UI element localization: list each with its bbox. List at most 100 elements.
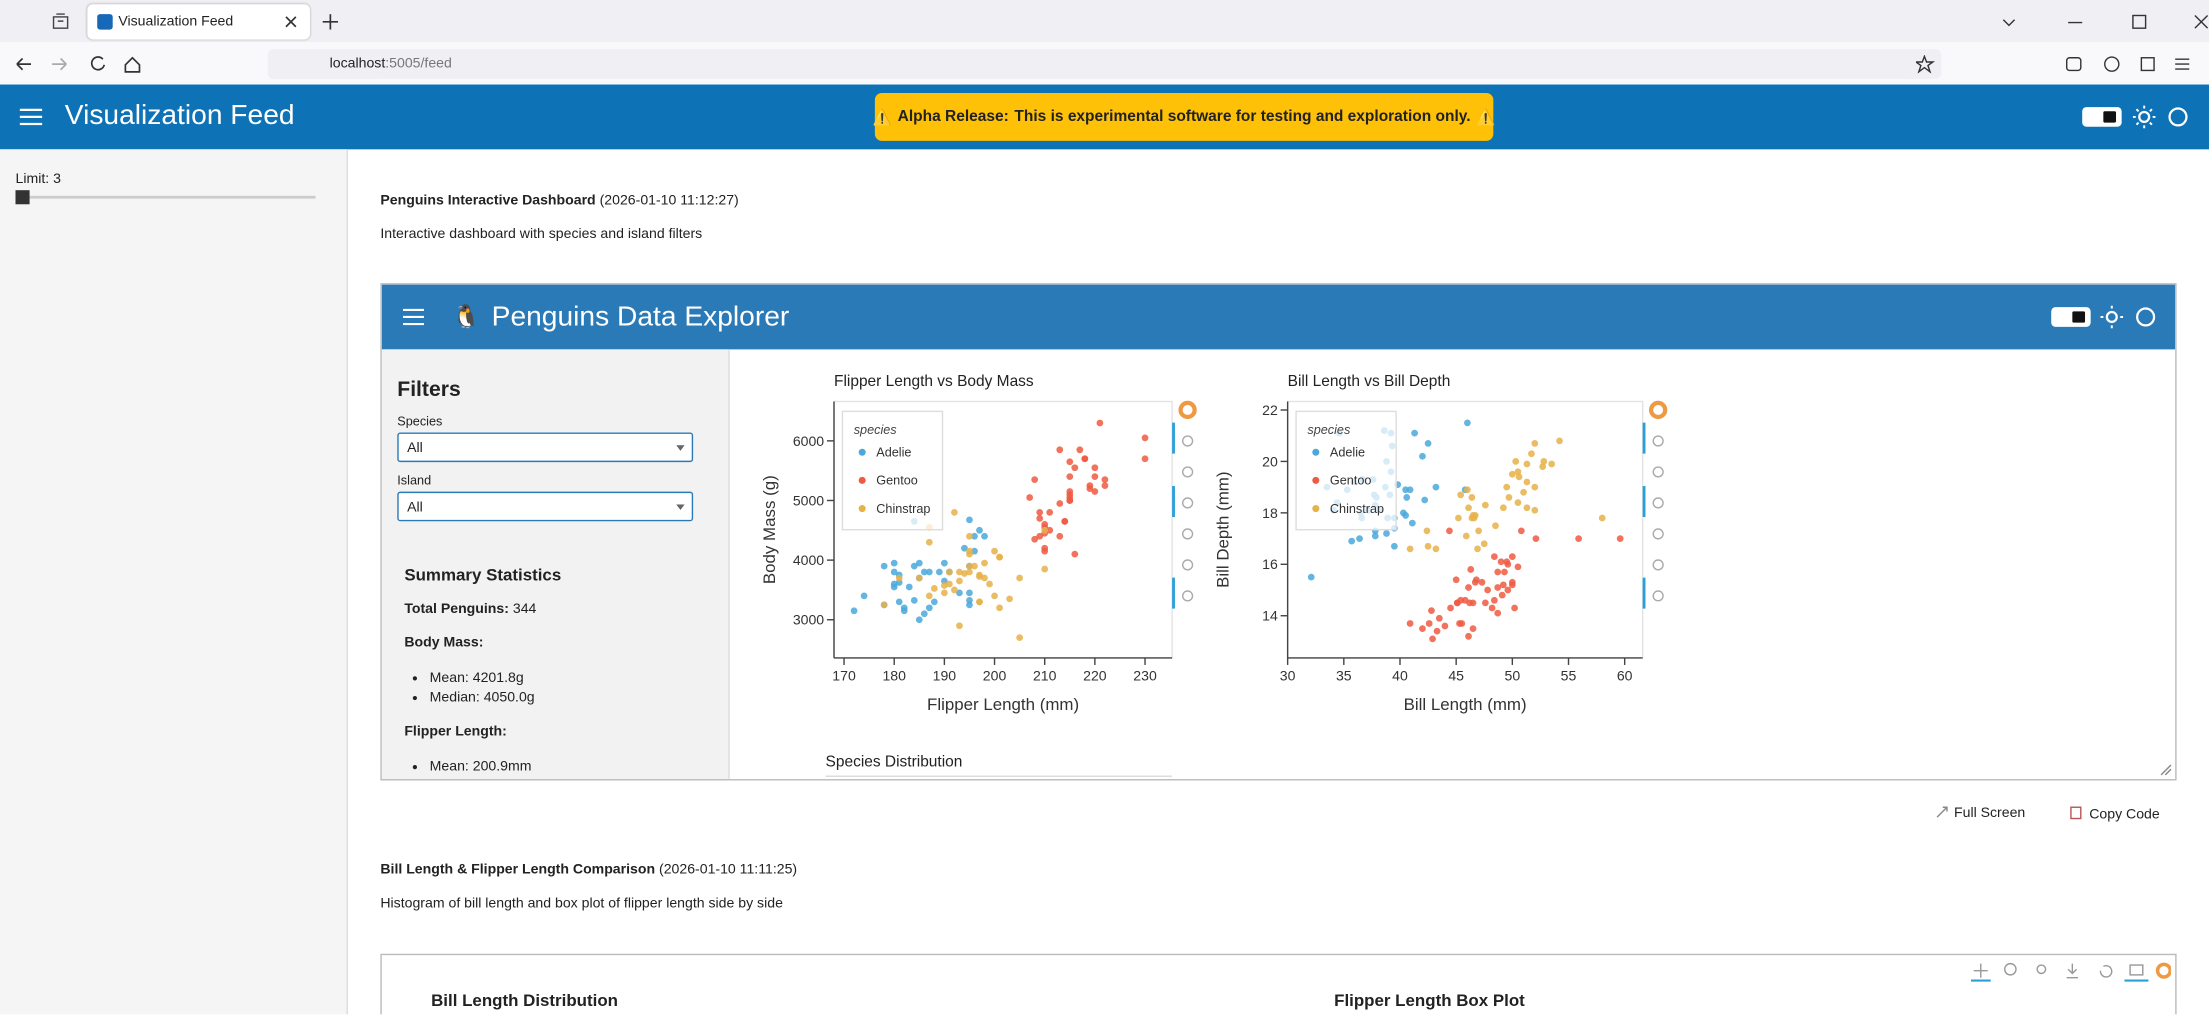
point (1512, 458, 1520, 465)
theme-controls[interactable] (2079, 104, 2192, 129)
point (1616, 535, 1624, 542)
point (1411, 429, 1418, 437)
point (1464, 419, 1471, 427)
point (976, 526, 983, 534)
alpha-banner: ⚠️ Alpha Release: This is experimental s… (872, 92, 1495, 141)
point (1490, 596, 1498, 604)
point (1453, 599, 1461, 607)
point (1433, 627, 1441, 635)
point (1532, 535, 1540, 542)
legend-label: Adelie (876, 445, 911, 459)
point (946, 568, 953, 576)
point (1046, 509, 1054, 516)
point (1480, 540, 1488, 548)
point (1575, 535, 1583, 542)
point (1468, 494, 1476, 501)
point (981, 574, 988, 582)
point (1503, 483, 1511, 491)
point (895, 574, 903, 582)
point (956, 622, 963, 630)
point (1478, 578, 1486, 586)
point (1494, 609, 1502, 617)
toolbar-icons[interactable] (1915, 54, 2198, 74)
theme-controls[interactable] (2048, 304, 2161, 329)
banner-icon: ⚠️ (872, 109, 893, 127)
browser-tab[interactable]: Visualization Feed (87, 4, 310, 40)
url-bar[interactable]: localhost:5005/feed (267, 49, 1942, 79)
dashboard-icon: 🐧 (452, 305, 481, 330)
tool-icon (1181, 590, 1194, 602)
resize-handle[interactable] (2160, 764, 2173, 777)
nav-buttons[interactable] (14, 55, 155, 73)
stat-item: Median: 4050.0g (430, 689, 535, 709)
point (1041, 565, 1049, 573)
point (1432, 483, 1440, 491)
point (1406, 620, 1414, 627)
point (1081, 455, 1089, 463)
point (890, 568, 898, 576)
x-tick-label: 50 (1505, 667, 1521, 683)
island-select[interactable]: All (397, 491, 694, 522)
stat-label: Total Penguins: (404, 601, 509, 618)
point (1141, 434, 1149, 442)
point (1531, 440, 1539, 447)
point (951, 509, 958, 516)
tab-icon (97, 14, 113, 30)
point (1036, 514, 1044, 522)
slider-handle[interactable] (15, 190, 30, 205)
tab-list-icon[interactable] (52, 13, 69, 30)
point (890, 559, 898, 567)
point (1469, 599, 1477, 607)
point (1066, 491, 1074, 498)
menu-button[interactable] (402, 308, 425, 326)
point (1504, 586, 1512, 594)
y-tick-label: 16 (1262, 556, 1278, 572)
summary-title: Summary Statistics (404, 564, 562, 585)
limit-label: Limit: 3 (15, 171, 61, 188)
full-screen-button[interactable]: Full Screen (1936, 806, 2025, 821)
y-axis-label: Bill Depth (mm) (1213, 472, 1232, 588)
point (1091, 488, 1099, 495)
limit-slider[interactable] (15, 195, 316, 199)
point (1066, 458, 1074, 466)
tool-icon (1181, 497, 1194, 509)
point (1473, 576, 1480, 584)
point (1505, 494, 1513, 501)
point (1469, 625, 1477, 632)
point (1490, 553, 1498, 560)
point (966, 596, 973, 604)
point (966, 550, 973, 558)
y-tick-label: 18 (1262, 505, 1278, 521)
stat-group: Flipper Length: (404, 724, 507, 740)
x-tick-label: 230 (1133, 667, 1157, 683)
point (925, 538, 933, 546)
point (981, 532, 988, 540)
point (880, 562, 888, 570)
sidebar (0, 149, 348, 1015)
point (1523, 460, 1531, 468)
species-select[interactable]: All (397, 432, 694, 463)
legend-title: species (854, 423, 898, 437)
plot-toolbar[interactable] (1970, 961, 2171, 984)
point (940, 559, 948, 567)
x-tick-label: 60 (1617, 667, 1633, 683)
tab-close[interactable] (285, 15, 298, 28)
point (1086, 482, 1094, 489)
point (1091, 473, 1099, 481)
legend-label: Adelie (1330, 445, 1365, 459)
point (1499, 504, 1507, 512)
item-title: Penguins Interactive Dashboard (380, 193, 596, 209)
point (1432, 545, 1440, 553)
point (1456, 620, 1463, 627)
dashboard-header: 🐧 Penguins Data Explorer (381, 284, 2176, 350)
y-tick-label: 3000 (793, 612, 824, 628)
point (1488, 604, 1496, 612)
y-tick-label: 14 (1262, 608, 1278, 624)
point (1036, 509, 1044, 516)
new-tab[interactable] (322, 14, 339, 30)
window-controls[interactable] (2000, 14, 2209, 31)
menu-button[interactable] (19, 108, 43, 126)
tool-icon (1652, 528, 1664, 540)
copy-code-button[interactable]: Copy Code (2070, 806, 2160, 823)
